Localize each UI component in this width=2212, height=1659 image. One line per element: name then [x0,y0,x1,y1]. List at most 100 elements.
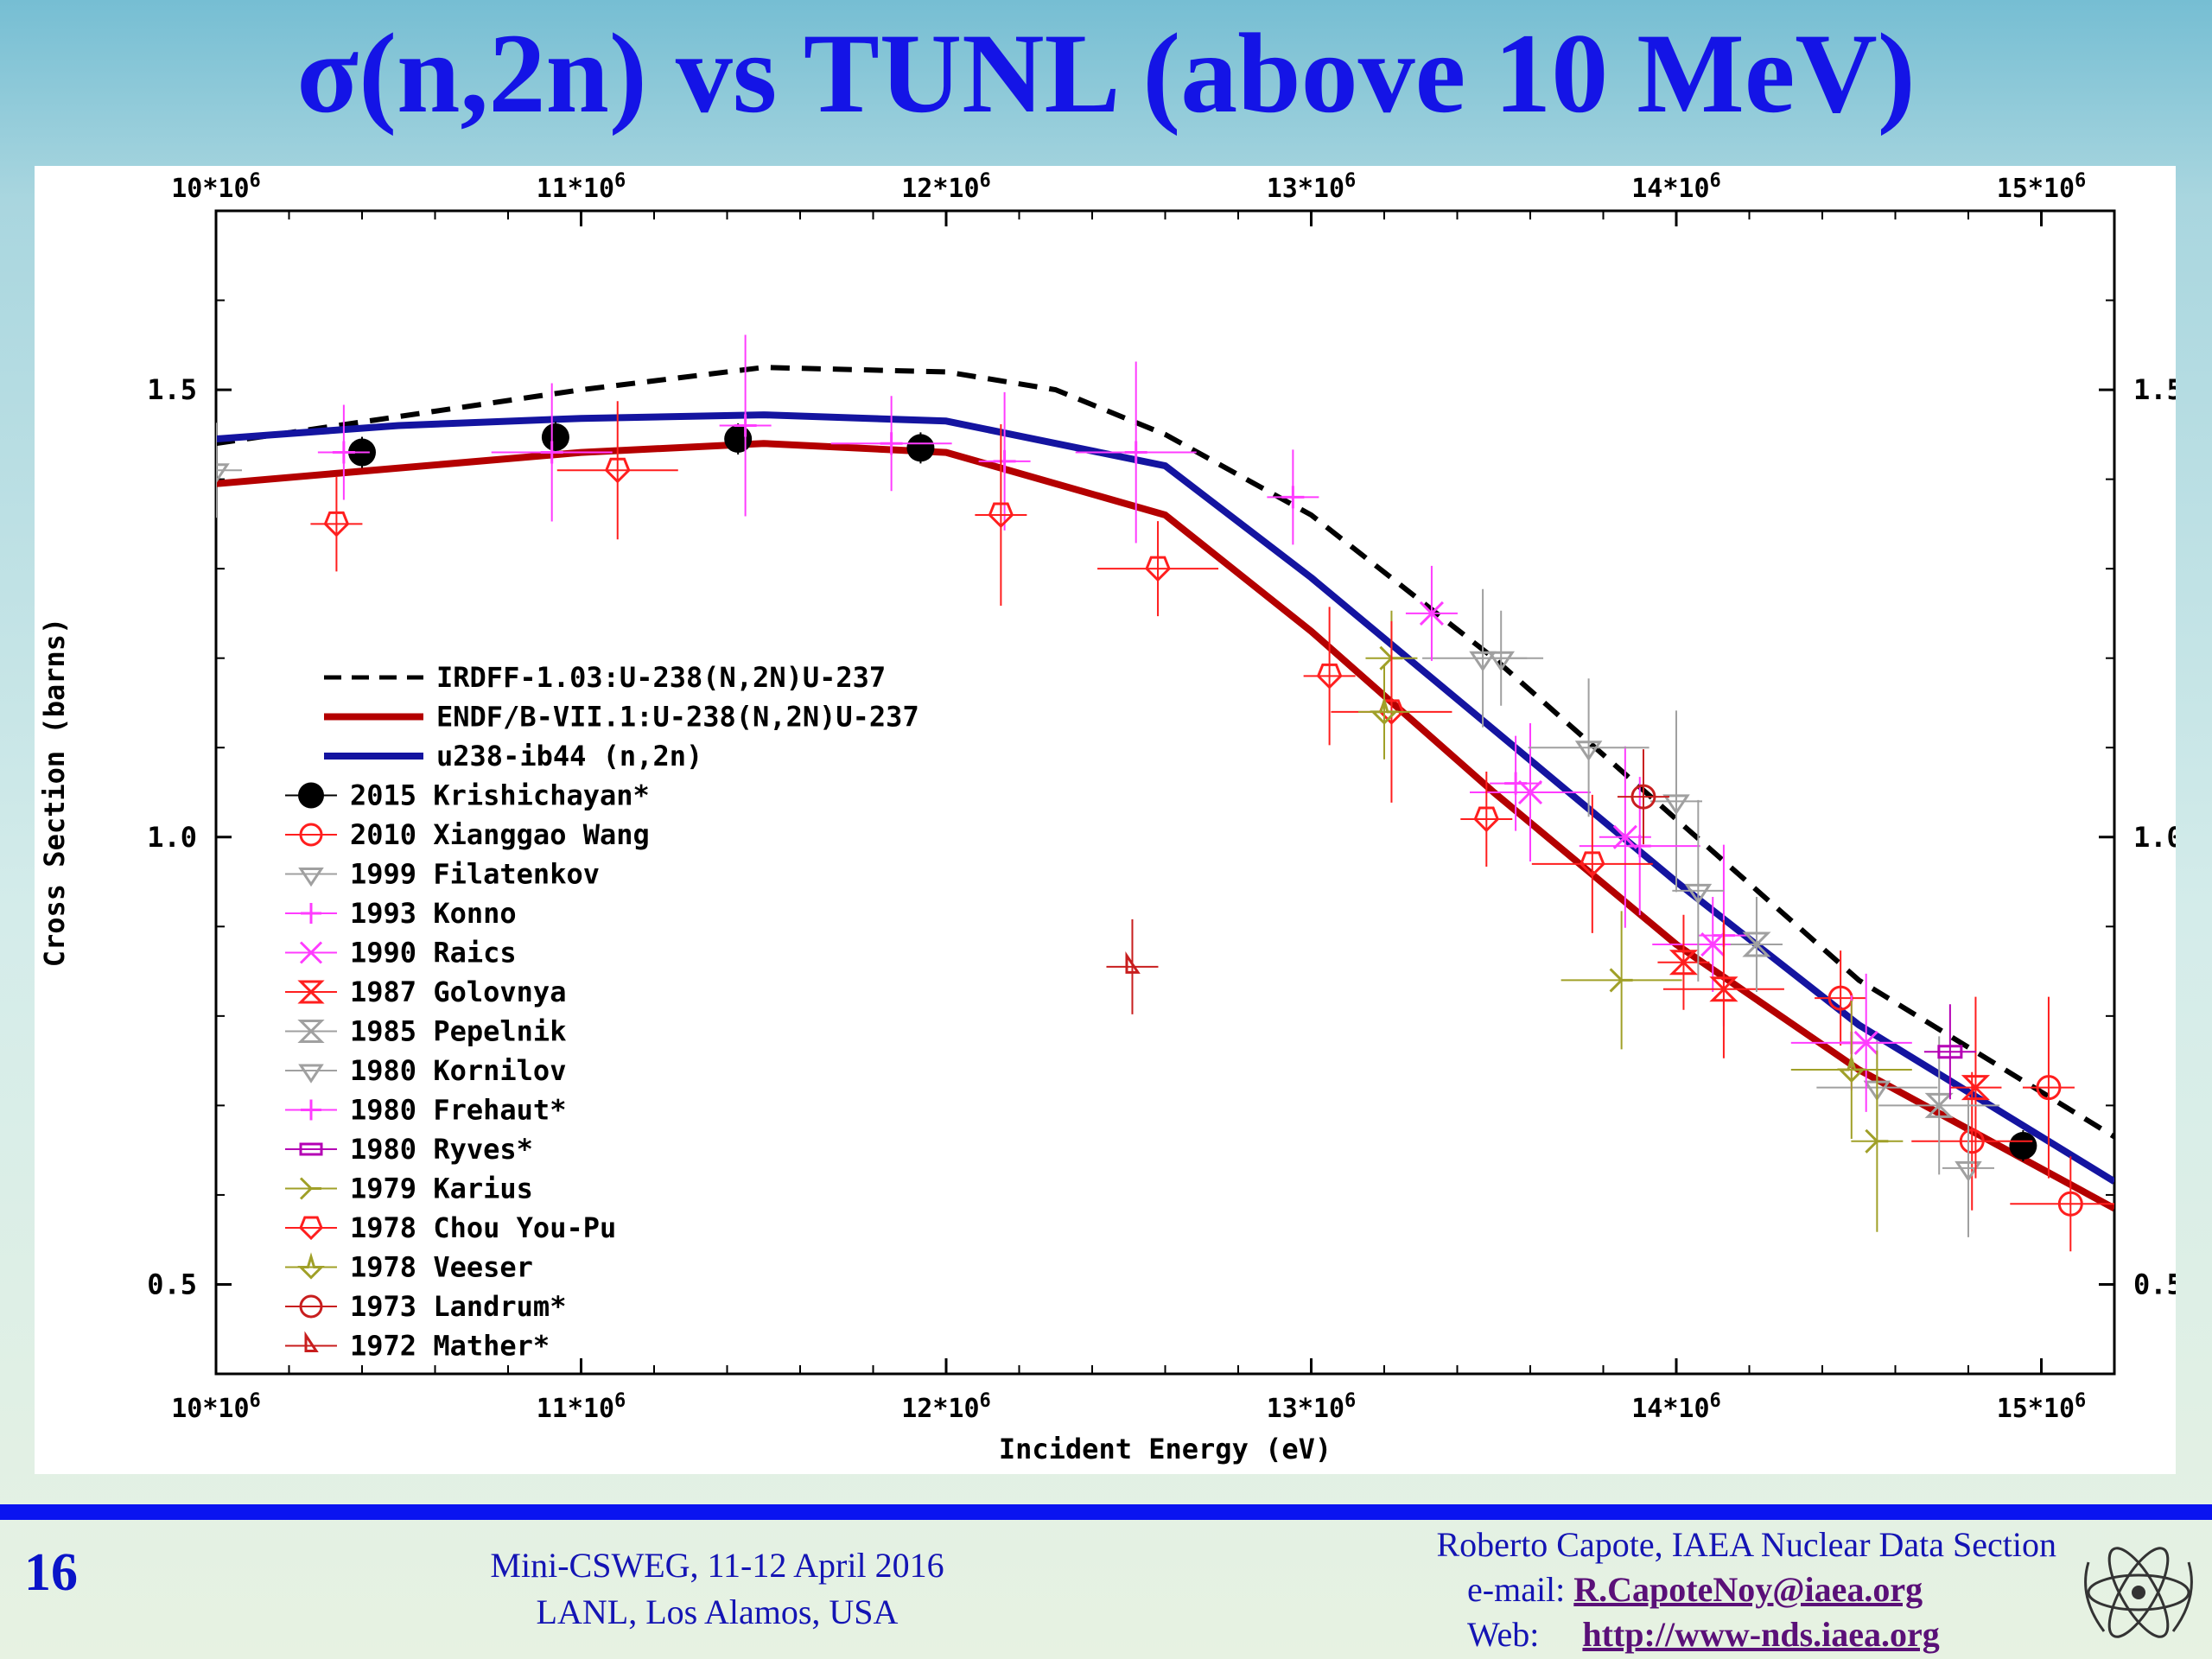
y-tick-label: 1.5 [147,373,197,406]
legend-label: 1999 Filatenkov [350,858,600,891]
data-point [1612,824,1637,849]
data-point [1924,1092,1954,1118]
x-tick-label-top: 13*106 [1267,170,1357,204]
x-tick-label-top: 12*106 [901,170,991,204]
cross-section-chart: 10*106 10*106 11*106 11*106 12*106 12*106 13*1… [38,170,2176,1465]
legend-label: 1990 Raics [350,937,517,969]
data-point [299,1216,323,1241]
email-link[interactable]: R.CapoteNoy@iaea.org [1573,1570,1923,1609]
data-point [724,425,753,454]
x-tick-label-top: 11*106 [537,170,626,204]
data-point [1469,651,1497,672]
legend-entry: 1999 Filatenkov [285,858,600,891]
y-tick-label: 0.5 [147,1268,197,1300]
data-point [299,823,323,847]
legend-entry: ENDF/B-VII.1:U-238(N,2N)U-237 [324,701,919,734]
legend-entry: 1979 Karius [285,1173,533,1205]
slide-title: σ(n,2n) vs TUNL (above 10 MeV) [296,10,1916,137]
data-point [323,511,350,537]
legend-entry: 1978 Veeser [285,1251,533,1284]
series-line [216,440,2114,1212]
data-point [1504,772,1528,795]
x-axis-label: Incident Energy (eV) [999,1433,1332,1465]
data-point [880,432,903,455]
data-point [297,980,325,1004]
data-point [604,457,631,484]
data-point [1853,1030,1878,1055]
data-point [1378,699,1405,725]
legend-entry: 2010 Xianggao Wang [285,818,650,851]
contact-info: Roberto Capote, IAEA Nuclear Data Sectio… [1331,1522,2056,1657]
legend-entry: 1987 Golovnya [285,976,566,1008]
data-point [298,868,324,887]
data-point [1662,794,1690,816]
data-point [1281,486,1305,509]
legend-label: 1980 Kornilov [350,1054,566,1087]
y-axis-label: Cross Section (barns) [38,618,71,968]
data-point [1700,931,1726,957]
web-link[interactable]: http://www-nds.iaea.org [1582,1615,1940,1654]
data-point [1742,931,1771,957]
data-point [993,449,1016,473]
data-point [1487,651,1516,672]
footer-bar [0,1504,2212,1520]
x-tick-label: 14*106 [1631,1390,1721,1424]
data-point [1961,1075,1991,1101]
data-point [299,1294,323,1319]
data-point [1125,950,1141,974]
y-tick-label-right: 1.0 [2133,821,2176,854]
data-point [906,434,935,462]
data-point [301,1099,321,1121]
data-point [1574,741,1603,761]
x-tick-label: 12*106 [901,1390,991,1424]
legend-entry: 1980 Frehaut* [285,1094,566,1127]
data-point [1709,976,1738,1002]
x-tick-label: 10*106 [171,1390,261,1424]
y-tick-label-right: 1.5 [2133,373,2176,406]
legend-label: 1993 Konno [350,897,517,930]
meeting-name: Mini-CSWEG, 11-12 April 2016 [490,1546,944,1585]
data-point [1669,950,1699,976]
data-point [216,463,230,484]
data-point [1955,1160,1982,1182]
data-point [1609,968,1633,993]
data-point [1684,883,1713,905]
data-point [299,941,323,964]
data-point [1145,556,1171,582]
series-line [216,365,2114,1140]
legend-entry: 1993 Konno [285,897,517,930]
data-point [298,1064,324,1084]
legend-entry: u238-ib44 (n,2n) [324,740,702,772]
data-point [1937,1045,1963,1059]
legend-entry: 1973 Landrum* [285,1290,566,1323]
data-point [297,1020,325,1043]
data-point [2057,1191,2083,1217]
x-tick-label: 15*106 [1997,1390,2087,1424]
plot-panel: 10*106 10*106 11*106 11*106 12*106 12*106 13*1… [35,166,2176,1474]
author-line: Roberto Capote, IAEA Nuclear Data Sectio… [1436,1525,2056,1564]
legend-label: ENDF/B-VII.1:U-238(N,2N)U-237 [436,701,919,734]
data-point [541,423,569,451]
data-point [304,1331,319,1352]
meeting-location: LANL, Los Alamos, USA [536,1592,899,1631]
page-number: 16 [24,1543,78,1602]
data-point [299,1142,323,1156]
data-point [734,414,757,437]
data-point [299,1177,321,1200]
y-tick-label-right: 0.5 [2133,1268,2176,1300]
web-row: Web: http://www-nds.iaea.org [1331,1612,2056,1657]
data-point [1419,601,1444,626]
legend-label: u238-ib44 (n,2n) [436,740,702,772]
meeting-info: Mini-CSWEG, 11-12 April 2016 LANL, Los A… [415,1542,1020,1636]
legend-entry: IRDFF-1.03:U-238(N,2N)U-237 [324,661,886,694]
legend-label: 1978 Chou You-Pu [350,1211,616,1244]
iaea-logo-icon [2084,1547,2193,1638]
legend-label: 1987 Golovnya [350,976,566,1008]
data-point [301,903,321,924]
legend-label: 1985 Pepelnik [350,1015,566,1048]
legend-label: 1972 Mather* [350,1330,550,1363]
data-point [1630,784,1656,810]
data-point [1370,696,1399,725]
legend-entry: 1980 Kornilov [285,1054,566,1087]
legend-label: 1973 Landrum* [350,1290,566,1323]
